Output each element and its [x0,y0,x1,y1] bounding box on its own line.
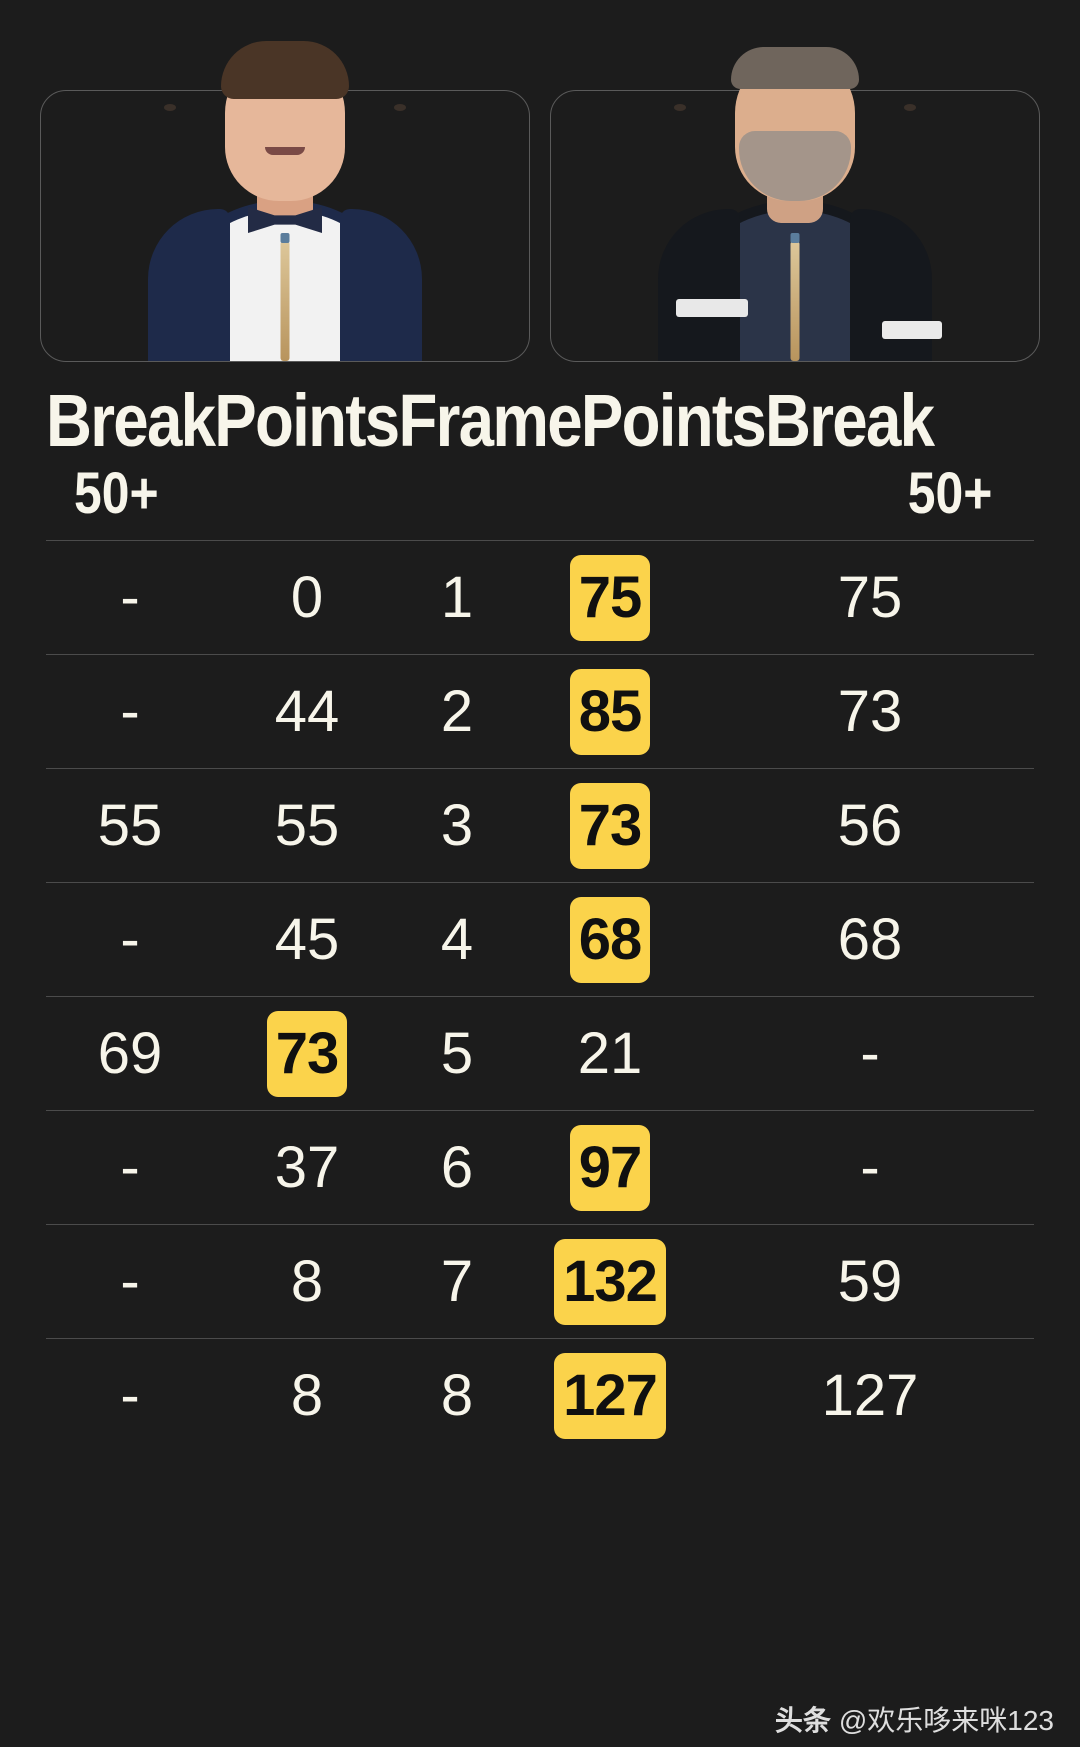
cell-points-right: 127 [514,1352,706,1439]
cell-break-left: - [120,564,140,630]
cell-break-right: 68 [837,906,903,972]
cell-frame-number: 4 [440,906,474,972]
table-row: - 44 2 85 73 [46,654,1034,768]
cell-break-right: 75 [837,564,903,630]
player-right-portrait [640,11,950,361]
match-stats-table: BreakPointsFramePointsBreak 50+ 50+ - 0 1 7… [0,360,1080,1452]
cell-points-right: 75 [514,554,706,641]
cell-break-right: 73 [837,678,903,744]
cell-frame-number: 6 [440,1134,474,1200]
cell-break-left: 55 [97,792,163,858]
highlight-chip: 73 [266,1010,348,1097]
cell-frame-number: 2 [440,678,474,744]
watermark: 头条 @欢乐哆来咪123 [775,1699,1054,1739]
header-break-threshold-left: 50+ [74,461,159,526]
table-header-run-on-text: BreakPointsFramePointsBreak [46,379,935,462]
player-photos-strip [0,0,1080,362]
player-left-portrait [130,11,440,361]
cell-points-right: 97 [514,1124,706,1211]
table-row: - 0 1 75 75 [46,540,1034,654]
cell-points-left: 8 [290,1362,324,1428]
table-row: 69 73 5 21 - [46,996,1034,1110]
highlight-chip: 68 [569,896,651,983]
cell-frame-number: 7 [440,1248,474,1314]
table-row: 55 55 3 73 56 [46,768,1034,882]
cell-break-right: - [860,1020,880,1086]
player-card-left[interactable] [40,41,530,362]
cell-frame-number: 8 [440,1362,474,1428]
cell-points-right: 73 [514,782,706,869]
watermark-logo: 头条 [774,1705,831,1736]
header-break-threshold-right: 50+ [907,461,992,526]
cell-break-left: 69 [97,1020,163,1086]
highlight-chip: 75 [569,554,651,641]
highlight-chip: 132 [554,1238,666,1325]
cell-points-right: 85 [514,668,706,755]
highlight-chip: 73 [569,782,651,869]
cell-break-left: - [120,1134,140,1200]
highlight-chip: 85 [569,668,651,755]
cell-points-left: 8 [290,1248,324,1314]
cell-points-left: 73 [214,1010,400,1097]
cell-points-left: 45 [274,906,340,972]
highlight-chip: 97 [569,1124,651,1211]
table-row: - 45 4 68 68 [46,882,1034,996]
watermark-handle: @欢乐哆来咪123 [838,1705,1054,1736]
cell-points-right: 21 [577,1020,643,1086]
cell-points-left: 55 [274,792,340,858]
cue-stick-icon [280,241,290,361]
cell-points-left: 44 [274,678,340,744]
cell-break-right: 59 [837,1248,903,1314]
cue-stick-icon [790,241,800,361]
cell-break-left: - [120,1248,140,1314]
cell-frame-number: 1 [440,564,474,630]
cell-points-left: 37 [274,1134,340,1200]
table-header: BreakPointsFramePointsBreak 50+ 50+ [46,360,1034,540]
cell-break-right: 56 [837,792,903,858]
table-body: -0 1 75 75-44 2 85 73 55 55 3 73 56-45 4 68 68 69 73 5 21-… [46,540,1034,1452]
player-card-right[interactable] [550,47,1040,362]
highlight-chip: 127 [554,1352,666,1439]
table-row: - 8 8 127 127 [46,1338,1034,1452]
sponsor-patch-icon [882,321,942,339]
cell-points-left: 0 [290,564,324,630]
cell-break-left: - [120,906,140,972]
table-row: - 8 7 132 59 [46,1224,1034,1338]
sponsor-patch-icon [676,299,748,317]
table-row: - 37 6 97 - [46,1110,1034,1224]
cell-break-right: 127 [821,1362,919,1428]
cell-points-right: 132 [514,1238,706,1325]
cell-frame-number: 5 [440,1020,474,1086]
cell-frame-number: 3 [440,792,474,858]
cell-break-right: - [860,1134,880,1200]
cell-break-left: - [120,1362,140,1428]
cell-break-left: - [120,678,140,744]
cell-points-right: 68 [514,896,706,983]
